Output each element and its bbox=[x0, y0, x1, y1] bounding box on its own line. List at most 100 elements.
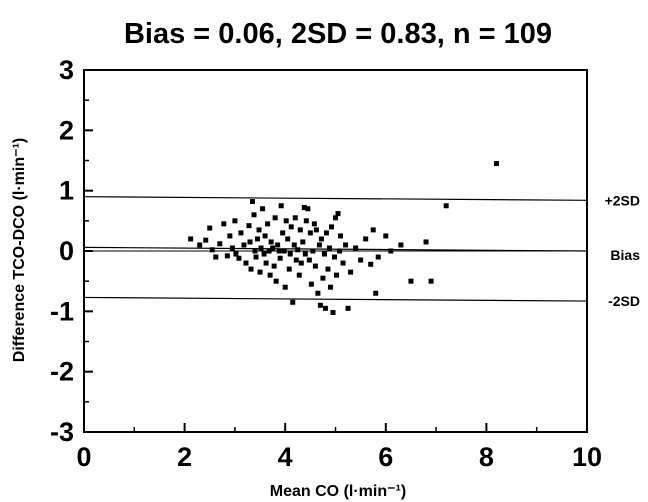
data-point bbox=[338, 233, 344, 239]
y-tick-label: 3 bbox=[59, 55, 74, 85]
data-point bbox=[307, 230, 313, 236]
data-point bbox=[296, 272, 302, 278]
data-point bbox=[343, 242, 349, 248]
data-point bbox=[322, 305, 328, 311]
data-point bbox=[268, 239, 274, 245]
data-point bbox=[325, 266, 331, 272]
data-point bbox=[287, 251, 293, 257]
x-tick-label: 4 bbox=[278, 442, 293, 472]
data-point bbox=[370, 227, 376, 233]
y-axis-label: Difference TCO-DCO (l·min⁻¹) bbox=[11, 138, 28, 362]
data-point bbox=[327, 284, 333, 290]
data-point bbox=[423, 239, 429, 245]
reference-line-bias bbox=[83, 246, 588, 252]
data-point bbox=[326, 245, 332, 251]
data-point bbox=[321, 251, 327, 257]
data-point bbox=[248, 266, 254, 272]
data-point bbox=[330, 310, 336, 316]
data-point bbox=[197, 242, 203, 248]
data-point bbox=[251, 212, 257, 218]
data-point bbox=[298, 260, 304, 266]
data-point bbox=[247, 239, 253, 245]
data-point bbox=[229, 245, 235, 251]
data-point bbox=[203, 237, 209, 243]
x-axis: 0 2 4 6 8 10 bbox=[76, 423, 602, 472]
data-point bbox=[295, 247, 301, 253]
data-point bbox=[224, 253, 230, 259]
data-point bbox=[312, 263, 318, 269]
data-point bbox=[265, 221, 271, 227]
data-point bbox=[260, 206, 266, 212]
data-point bbox=[301, 205, 307, 211]
data-point bbox=[308, 281, 314, 287]
data-point bbox=[288, 224, 294, 230]
data-point bbox=[293, 257, 299, 263]
data-point bbox=[303, 218, 309, 224]
data-point bbox=[383, 233, 389, 239]
data-point bbox=[493, 161, 499, 167]
data-point bbox=[233, 251, 239, 257]
data-point bbox=[255, 236, 261, 242]
data-point bbox=[252, 248, 258, 254]
data-point bbox=[302, 251, 308, 257]
data-point bbox=[238, 230, 244, 236]
data-point bbox=[256, 227, 262, 233]
data-point bbox=[277, 255, 283, 261]
x-tick-label: 0 bbox=[76, 442, 91, 472]
data-point bbox=[306, 257, 312, 263]
data-point bbox=[286, 266, 292, 272]
reference-line-2sd bbox=[83, 196, 588, 201]
data-point bbox=[363, 236, 369, 242]
data-point bbox=[311, 221, 317, 227]
data-point bbox=[209, 247, 215, 253]
y-tick-label: -3 bbox=[50, 417, 74, 447]
data-point bbox=[428, 278, 434, 284]
data-point bbox=[291, 242, 297, 248]
data-point bbox=[358, 257, 364, 263]
data-point bbox=[316, 242, 322, 248]
data-point bbox=[313, 227, 319, 233]
data-point bbox=[267, 272, 273, 278]
data-point bbox=[207, 225, 213, 231]
data-point bbox=[263, 260, 269, 266]
data-point bbox=[278, 203, 284, 209]
data-point bbox=[272, 215, 278, 221]
reference-line-label: -2SD bbox=[608, 293, 640, 309]
data-point bbox=[232, 218, 238, 224]
x-tick-label: 10 bbox=[572, 442, 602, 472]
data-point bbox=[300, 239, 306, 245]
data-point bbox=[221, 221, 227, 227]
data-point bbox=[236, 255, 242, 261]
y-axis: 3 2 1 0 -1 -2 -3 bbox=[50, 55, 93, 447]
data-point bbox=[275, 242, 281, 248]
data-point bbox=[368, 261, 374, 267]
reference-line-2sd bbox=[83, 296, 588, 302]
data-point bbox=[283, 218, 289, 224]
data-point bbox=[388, 248, 394, 254]
data-point bbox=[270, 245, 276, 251]
y-tick-label: -2 bbox=[50, 357, 74, 387]
data-point bbox=[280, 230, 286, 236]
data-point bbox=[276, 248, 282, 254]
data-point bbox=[253, 254, 259, 260]
x-axis-label: Mean CO (l·min⁻¹) bbox=[270, 483, 406, 500]
x-tick-label: 6 bbox=[378, 442, 393, 472]
data-point bbox=[323, 230, 329, 236]
data-point bbox=[290, 299, 296, 305]
data-point bbox=[241, 242, 247, 248]
data-point bbox=[243, 260, 249, 266]
data-point bbox=[315, 290, 321, 296]
reference-line-label: +2SD bbox=[605, 192, 640, 208]
data-point bbox=[285, 236, 291, 242]
data-point bbox=[188, 236, 194, 242]
data-point bbox=[271, 263, 277, 269]
data-point bbox=[335, 211, 341, 217]
y-tick-label: 1 bbox=[59, 176, 74, 206]
data-point bbox=[340, 260, 346, 266]
data-point bbox=[318, 236, 324, 242]
data-point bbox=[246, 223, 252, 229]
data-point bbox=[250, 199, 256, 205]
data-point bbox=[266, 248, 272, 254]
data-point bbox=[297, 227, 303, 233]
